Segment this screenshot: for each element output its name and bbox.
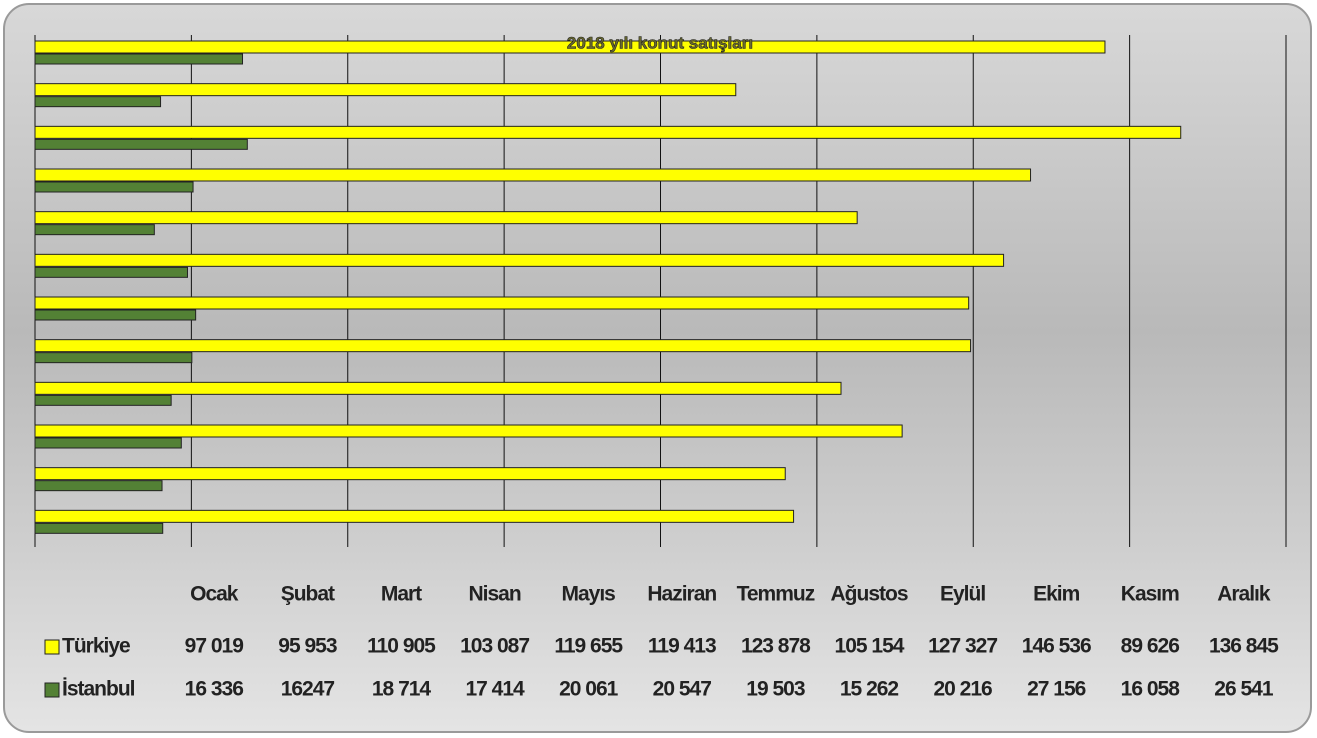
data-label: 110 905 [367, 635, 436, 658]
bar [34, 394, 172, 406]
bar [34, 339, 972, 353]
legend-label: Türkiye [62, 635, 130, 658]
data-label: 136 845 [1209, 635, 1279, 658]
bar [34, 253, 1005, 267]
data-label: 16247 [281, 678, 335, 701]
bar [34, 125, 1182, 139]
bar [34, 352, 193, 364]
bar [34, 437, 182, 449]
x-tick-label: Ekim [1033, 583, 1080, 606]
data-label: 119 655 [554, 635, 623, 658]
x-tick-label: Aralık [1217, 583, 1271, 606]
legend-swatch [44, 639, 60, 655]
data-label: 105 154 [835, 635, 905, 658]
x-tick-label: Kasım [1121, 583, 1179, 606]
x-tick-label: Nisan [469, 583, 521, 606]
bar [34, 40, 1106, 54]
bar [34, 424, 903, 438]
bar [34, 168, 1032, 182]
x-tick-label: Temmuz [737, 583, 815, 606]
legend-swatch [44, 682, 60, 698]
bar [34, 266, 188, 278]
data-label: 15 262 [840, 678, 899, 701]
bar [34, 211, 858, 225]
bar [34, 224, 155, 236]
bar [34, 509, 795, 523]
bar [34, 522, 164, 534]
x-tick-label: Mayıs [562, 583, 616, 606]
data-label: 26 541 [1214, 678, 1274, 701]
data-label: 17 414 [465, 678, 525, 701]
data-label: 97 019 [185, 635, 244, 658]
bar [34, 83, 737, 97]
data-label: 19 503 [746, 678, 805, 701]
bar [34, 381, 842, 395]
data-label: 119 413 [648, 635, 716, 658]
bar [34, 309, 197, 321]
data-label: 89 626 [1121, 635, 1180, 658]
chart-frame [3, 3, 1312, 733]
data-label: 16 336 [185, 678, 244, 701]
x-tick-label: Şubat [281, 583, 335, 606]
data-label: 20 061 [559, 678, 619, 701]
bar [34, 467, 786, 481]
x-tick-label: Haziran [647, 583, 716, 606]
data-label: 95 953 [278, 635, 337, 658]
bar [34, 480, 163, 492]
data-label: 18 714 [372, 678, 432, 701]
data-label: 20 216 [933, 678, 992, 701]
data-label: 146 536 [1022, 635, 1091, 658]
x-tick-label: Ağustos [831, 583, 908, 606]
data-label: 127 327 [928, 635, 997, 658]
legend-label: İstanbul [62, 678, 135, 701]
data-label: 103 087 [460, 635, 529, 658]
data-label: 27 156 [1027, 678, 1086, 701]
x-tick-label: Mart [381, 583, 422, 606]
bar [34, 181, 194, 193]
x-tick-label: Eylül [940, 583, 985, 606]
chart-title: 2018 yılı konut satışları [567, 33, 753, 52]
data-label: 123 878 [741, 635, 811, 658]
bar [34, 96, 162, 108]
bar [34, 296, 970, 310]
data-label: 20 547 [653, 678, 712, 701]
bar [34, 53, 244, 65]
data-label: 16 058 [1121, 678, 1181, 701]
x-tick-label: Ocak [190, 583, 239, 606]
bar [34, 138, 248, 150]
